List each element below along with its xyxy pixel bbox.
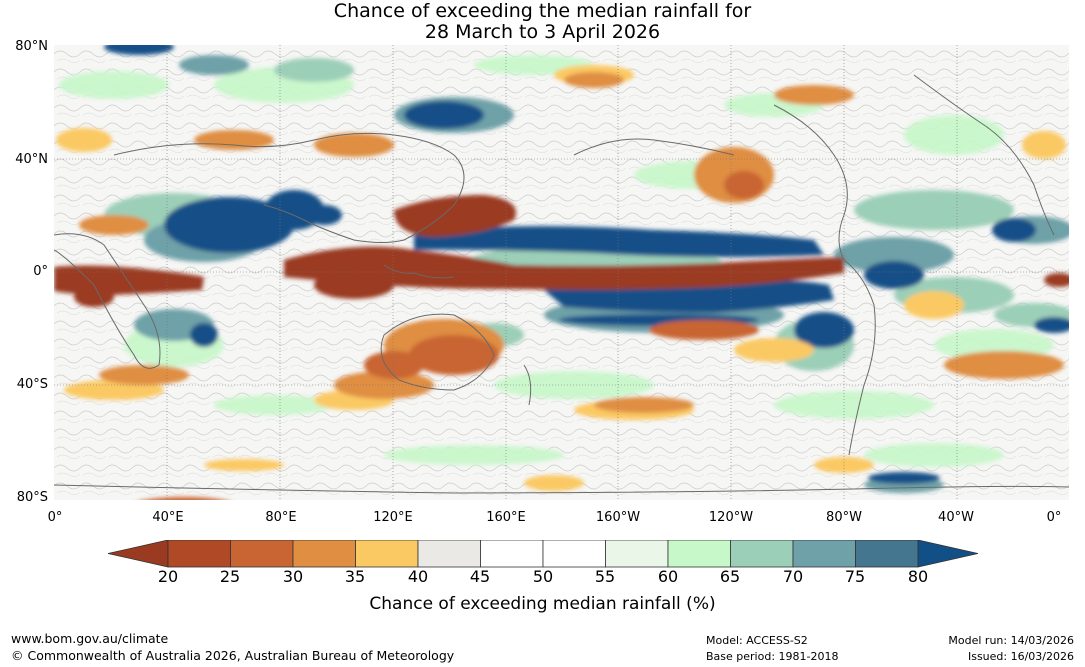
lat-label-40s: 40°S <box>16 377 48 392</box>
footer-website: www.bom.gov.au/climate <box>11 631 169 646</box>
lon-label-160w: 160°W <box>595 510 641 525</box>
colorbar-cell-25-30 <box>230 540 294 568</box>
lon-label-160e: 160°E <box>486 510 526 525</box>
colorbar-cell-45-50 <box>480 540 544 568</box>
lat-label-40n: 40°N <box>15 152 48 167</box>
lon-label-0-right: 0° <box>1046 510 1062 525</box>
colorbar-cell-40-45 <box>417 540 481 568</box>
colorbar-extend-below <box>107 540 169 568</box>
map-title-line-1: Chance of exceeding the median rainfall … <box>333 0 752 22</box>
lon-label-0-left: 0° <box>47 510 63 525</box>
colorbar-cell-55-60 <box>605 540 669 568</box>
coastlines <box>54 74 1069 494</box>
graticule <box>54 45 1069 500</box>
lat-label-80s: 80°S <box>16 490 48 505</box>
colorbar-cell-70-75 <box>792 540 856 568</box>
rainfall-probability-map <box>54 45 1069 500</box>
rainfall-anomaly-fields <box>54 45 1069 500</box>
colorbar-label: Chance of exceeding median rainfall (%) <box>369 594 716 614</box>
footer-base-period: Base period: 1981-2018 <box>706 650 839 663</box>
lon-label-80w: 80°W <box>826 510 862 525</box>
colorbar-cell-65-70 <box>730 540 794 568</box>
colorbar-cell-20-25 <box>167 540 231 568</box>
footer-model: Model: ACCESS-S2 <box>706 634 808 647</box>
colorbar-tick-55: 55 <box>594 567 616 586</box>
colorbar-tick-25: 25 <box>219 567 241 586</box>
colorbar-cell-35-40 <box>355 540 419 568</box>
colorbar-tick-80: 80 <box>907 567 929 586</box>
footer-model-run: Model run: 14/03/2026 <box>948 634 1074 647</box>
colorbar-cell-30-35 <box>292 540 356 568</box>
colorbar-tick-30: 30 <box>282 567 304 586</box>
colorbar-tick-60: 60 <box>657 567 679 586</box>
footer-issued: Issued: 16/03/2026 <box>967 650 1074 663</box>
lon-label-40e: 40°E <box>152 510 184 525</box>
colorbar-tick-50: 50 <box>532 567 554 586</box>
lon-label-120w: 120°W <box>708 510 754 525</box>
colorbar-tick-45: 45 <box>469 567 491 586</box>
colorbar-tick-70: 70 <box>782 567 804 586</box>
lat-label-80n: 80°N <box>15 39 48 54</box>
colorbar-tick-75: 75 <box>844 567 866 586</box>
colorbar-tick-35: 35 <box>344 567 366 586</box>
map-title-line-2: 28 March to 3 April 2026 <box>424 21 661 43</box>
colorbar-tick-40: 40 <box>407 567 429 586</box>
colorbar-tick-20: 20 <box>157 567 179 586</box>
lat-label-equator: 0° <box>33 264 48 279</box>
colorbar-cell-60-65 <box>667 540 731 568</box>
lon-label-80e: 80°E <box>265 510 297 525</box>
lon-label-120e: 120°E <box>373 510 413 525</box>
colorbar-extend-above <box>917 540 979 568</box>
colorbar <box>107 540 979 568</box>
colorbar-cell-75-80 <box>855 540 919 568</box>
colorbar-cell-50-55 <box>542 540 606 568</box>
footer-copyright: © Commonwealth of Australia 2026, Austra… <box>11 648 455 663</box>
colorbar-tick-65: 65 <box>719 567 741 586</box>
lon-label-40w: 40°W <box>938 510 974 525</box>
